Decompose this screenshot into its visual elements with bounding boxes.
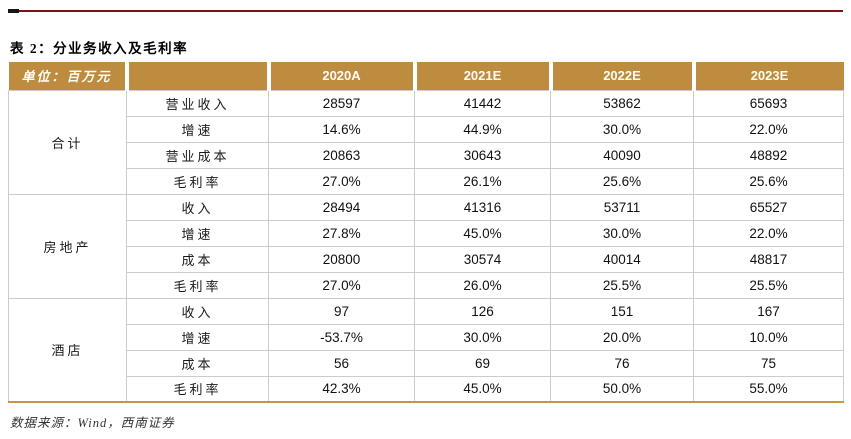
value-cell: 76 <box>550 349 694 377</box>
value-cell: -53.7% <box>268 323 415 351</box>
value-cell: 30574 <box>414 245 551 273</box>
group-label-hotel: 酒店 <box>8 297 127 403</box>
value-cell: 26.0% <box>414 271 551 299</box>
value-cell: 40090 <box>550 141 694 169</box>
table-row: 成本 20800 30574 40014 48817 <box>9 245 844 273</box>
value-cell: 26.1% <box>414 167 551 195</box>
value-cell: 69 <box>414 349 551 377</box>
table-row: 增速 -53.7% 30.0% 20.0% 10.0% <box>9 323 844 351</box>
metric-label: 成本 <box>126 349 269 377</box>
segment-revenue-table: 单位：百万元 2020A 2021E 2022E 2023E 合计 营业收入 2… <box>8 62 844 403</box>
value-cell: 25.6% <box>693 167 844 195</box>
table-row: 增速 27.8% 45.0% 30.0% 22.0% <box>9 219 844 247</box>
value-cell: 30.0% <box>550 219 694 247</box>
value-cell: 45.0% <box>414 375 551 403</box>
value-cell: 45.0% <box>414 219 551 247</box>
table-row: 合计 营业收入 28597 41442 53862 65693 <box>8 89 844 195</box>
value-cell: 20863 <box>268 141 415 169</box>
value-cell: 14.6% <box>268 115 415 143</box>
value-cell: 65693 <box>693 89 844 117</box>
value-cell: 167 <box>693 297 844 325</box>
value-cell: 41316 <box>414 193 551 221</box>
top-divider-rule <box>8 10 843 12</box>
value-cell: 28494 <box>268 193 415 221</box>
metric-label: 增速 <box>126 323 269 351</box>
value-cell: 151 <box>550 297 694 325</box>
table-header-row: 单位：百万元 2020A 2021E 2022E 2023E <box>8 62 844 90</box>
group-label-total: 合计 <box>8 89 127 195</box>
value-cell: 48892 <box>693 141 844 169</box>
table-title: 表 2：分业务收入及毛利率 <box>10 41 189 56</box>
value-cell: 27.8% <box>268 219 415 247</box>
value-cell: 25.5% <box>550 271 694 299</box>
value-cell: 44.9% <box>414 115 551 143</box>
group-label-realestate: 房地产 <box>8 193 127 299</box>
metric-label: 营业收入 <box>126 89 269 117</box>
year-header-2021E: 2021E <box>414 62 553 90</box>
metric-label: 收入 <box>126 297 269 325</box>
value-cell: 97 <box>268 297 415 325</box>
value-cell: 20.0% <box>550 323 694 351</box>
value-cell: 22.0% <box>693 115 844 143</box>
metric-label: 毛利率 <box>126 167 269 195</box>
value-cell: 48817 <box>693 245 844 273</box>
top-divider-start-mark <box>8 9 19 13</box>
metric-label: 毛利率 <box>126 271 269 299</box>
table-row: 营业成本 20863 30643 40090 48892 <box>9 141 844 169</box>
value-cell: 27.0% <box>268 271 415 299</box>
value-cell: 27.0% <box>268 167 415 195</box>
metric-label: 增速 <box>126 115 269 143</box>
year-header-2022E: 2022E <box>550 62 696 90</box>
value-cell: 25.6% <box>550 167 694 195</box>
value-cell: 10.0% <box>693 323 844 351</box>
value-cell: 50.0% <box>550 375 694 403</box>
value-cell: 40014 <box>550 245 694 273</box>
value-cell: 65527 <box>693 193 844 221</box>
value-cell: 53862 <box>550 89 694 117</box>
metric-label: 营业成本 <box>126 141 269 169</box>
value-cell: 30.0% <box>550 115 694 143</box>
value-cell: 55.0% <box>693 375 844 403</box>
year-header-2023E: 2023E <box>693 62 844 90</box>
metric-header-cell <box>126 62 271 90</box>
metric-label: 增速 <box>126 219 269 247</box>
table-row: 毛利率 42.3% 45.0% 50.0% 55.0% <box>9 375 844 403</box>
value-cell: 30643 <box>414 141 551 169</box>
metric-label: 成本 <box>126 245 269 273</box>
value-cell: 56 <box>268 349 415 377</box>
value-cell: 42.3% <box>268 375 415 403</box>
value-cell: 30.0% <box>414 323 551 351</box>
table-row: 酒店 收入 97 126 151 167 <box>8 297 844 403</box>
table-row: 毛利率 27.0% 26.0% 25.5% 25.5% <box>9 271 844 299</box>
value-cell: 25.5% <box>693 271 844 299</box>
table-row: 增速 14.6% 44.9% 30.0% 22.0% <box>9 115 844 143</box>
value-cell: 53711 <box>550 193 694 221</box>
data-source-footer: 数据来源：Wind，西南证券 <box>10 416 175 430</box>
value-cell: 28597 <box>268 89 415 117</box>
table-row: 毛利率 27.0% 26.1% 25.6% 25.6% <box>9 167 844 195</box>
value-cell: 75 <box>693 349 844 377</box>
value-cell: 20800 <box>268 245 415 273</box>
table-row: 房地产 收入 28494 41316 53711 65527 <box>8 193 844 299</box>
metric-label: 毛利率 <box>126 375 269 403</box>
value-cell: 41442 <box>414 89 551 117</box>
value-cell: 126 <box>414 297 551 325</box>
value-cell: 22.0% <box>693 219 844 247</box>
metric-label: 收入 <box>126 193 269 221</box>
unit-header-cell: 单位：百万元 <box>8 62 129 90</box>
year-header-2020A: 2020A <box>268 62 417 90</box>
table-row: 成本 56 69 76 75 <box>9 349 844 377</box>
